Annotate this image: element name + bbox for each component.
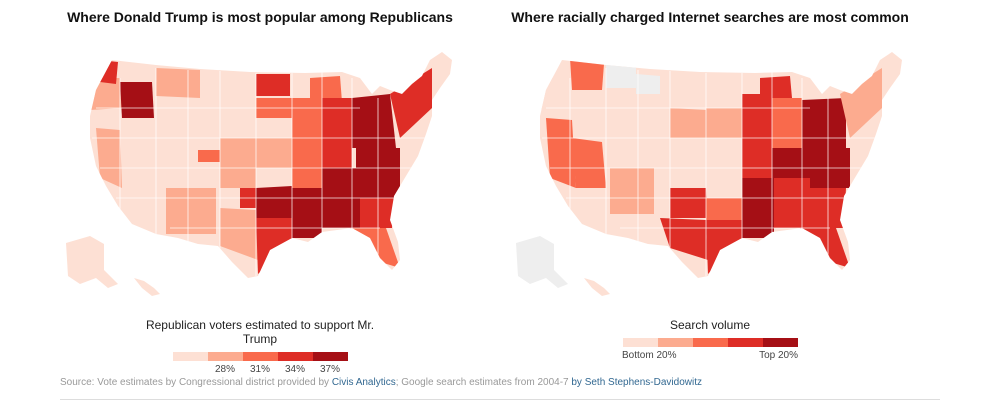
district-region <box>670 108 706 138</box>
legend-swatch <box>622 338 658 347</box>
search-legend-color-bar <box>580 338 840 347</box>
legend-swatch <box>312 352 348 361</box>
trump-support-map <box>66 52 452 296</box>
district-region <box>292 98 322 150</box>
footer-divider <box>60 399 940 400</box>
district-region <box>156 68 200 98</box>
district-region <box>256 74 290 96</box>
legend-swatch <box>172 352 208 361</box>
district-region <box>160 138 220 188</box>
district-region <box>256 218 292 274</box>
district-region <box>772 98 802 148</box>
legend-tick: 34% <box>284 364 306 375</box>
district-regions <box>540 58 882 276</box>
district-region <box>90 78 122 110</box>
district-region <box>322 198 360 228</box>
district-region <box>310 76 342 102</box>
district-region <box>352 94 396 148</box>
district-region <box>742 178 774 238</box>
district-region <box>120 82 154 118</box>
district-region <box>772 148 810 178</box>
district-region <box>742 148 772 178</box>
district-region <box>100 60 118 84</box>
district-region <box>706 220 742 274</box>
hawaii-inset <box>134 278 160 296</box>
district-region <box>546 118 576 188</box>
district-region <box>610 168 654 214</box>
district-region <box>570 58 604 90</box>
district-region <box>760 76 792 98</box>
district-region <box>292 150 322 188</box>
alaska-inset <box>516 236 568 288</box>
district-region <box>660 78 710 108</box>
district-region <box>660 218 708 260</box>
source-middle: ; Google search estimates from 2004-7 <box>395 377 572 388</box>
district-region <box>96 128 122 188</box>
district-region <box>200 72 256 100</box>
district-region <box>706 198 742 220</box>
stephens-davidowitz-link[interactable]: by Seth Stephens-Davidowitz <box>571 377 702 388</box>
left-map-title: Where Donald Trump is most popular among… <box>67 9 453 25</box>
legend-swatch <box>692 338 728 347</box>
district-region <box>160 98 220 138</box>
legend-swatch <box>657 338 693 347</box>
trump-support-map-panel: Where Donald Trump is most popular among… <box>20 0 500 375</box>
district-region <box>198 150 224 162</box>
district-region <box>390 68 432 138</box>
district-region <box>220 168 256 188</box>
district-region <box>166 188 216 234</box>
district-region <box>606 64 636 88</box>
district-region <box>742 94 772 148</box>
civis-analytics-link[interactable]: Civis Analytics <box>331 377 396 388</box>
district-region <box>706 108 742 138</box>
district-region <box>774 178 810 228</box>
source-note: Source: Vote estimates by Congressional … <box>60 377 702 388</box>
district-region <box>572 138 606 188</box>
district-region <box>360 198 394 228</box>
district-region <box>802 98 846 148</box>
district-region <box>120 118 156 168</box>
district-region <box>540 78 572 110</box>
legend-swatch <box>242 352 278 361</box>
district-region <box>322 98 352 168</box>
search-legend-title: Search volume <box>669 318 751 332</box>
legend-swatch <box>762 338 798 347</box>
legend-swatch <box>727 338 763 347</box>
district-region <box>670 188 708 218</box>
trump-support-legend: Republican voters estimated to support M… <box>130 318 390 380</box>
search-legend-labels: Bottom 20% Top 20% <box>580 350 840 361</box>
district-region <box>220 208 258 260</box>
district-region <box>292 188 322 238</box>
trump-legend-title: Republican voters estimated to support M… <box>145 318 375 346</box>
district-region <box>636 74 660 94</box>
racial-search-map <box>516 52 902 296</box>
district-region <box>256 186 300 218</box>
legend-tick: 28% <box>214 364 236 375</box>
hawaii-inset <box>584 278 610 296</box>
legend-high-label: Top 20% <box>759 350 798 361</box>
legend-low-label: Bottom 20% <box>622 350 677 361</box>
racial-search-map-panel: Where racially charged Internet searches… <box>470 0 950 370</box>
district-regions <box>90 60 432 276</box>
search-volume-legend: Search volume Bottom 20% Top 20% <box>580 318 840 361</box>
legend-tick: 31% <box>249 364 271 375</box>
trump-legend-ticks: 28% 31% 34% 37% <box>130 364 390 380</box>
alaska-inset <box>66 236 118 288</box>
legend-swatch <box>277 352 313 361</box>
right-map-title: Where racially charged Internet searches… <box>511 9 909 25</box>
legend-swatch <box>207 352 243 361</box>
district-region <box>840 68 882 138</box>
trump-legend-color-bar <box>130 352 390 361</box>
source-prefix: Source: Vote estimates by Congressional … <box>60 377 332 388</box>
legend-tick: 37% <box>319 364 341 375</box>
district-region <box>124 168 164 218</box>
district-region <box>322 168 356 198</box>
